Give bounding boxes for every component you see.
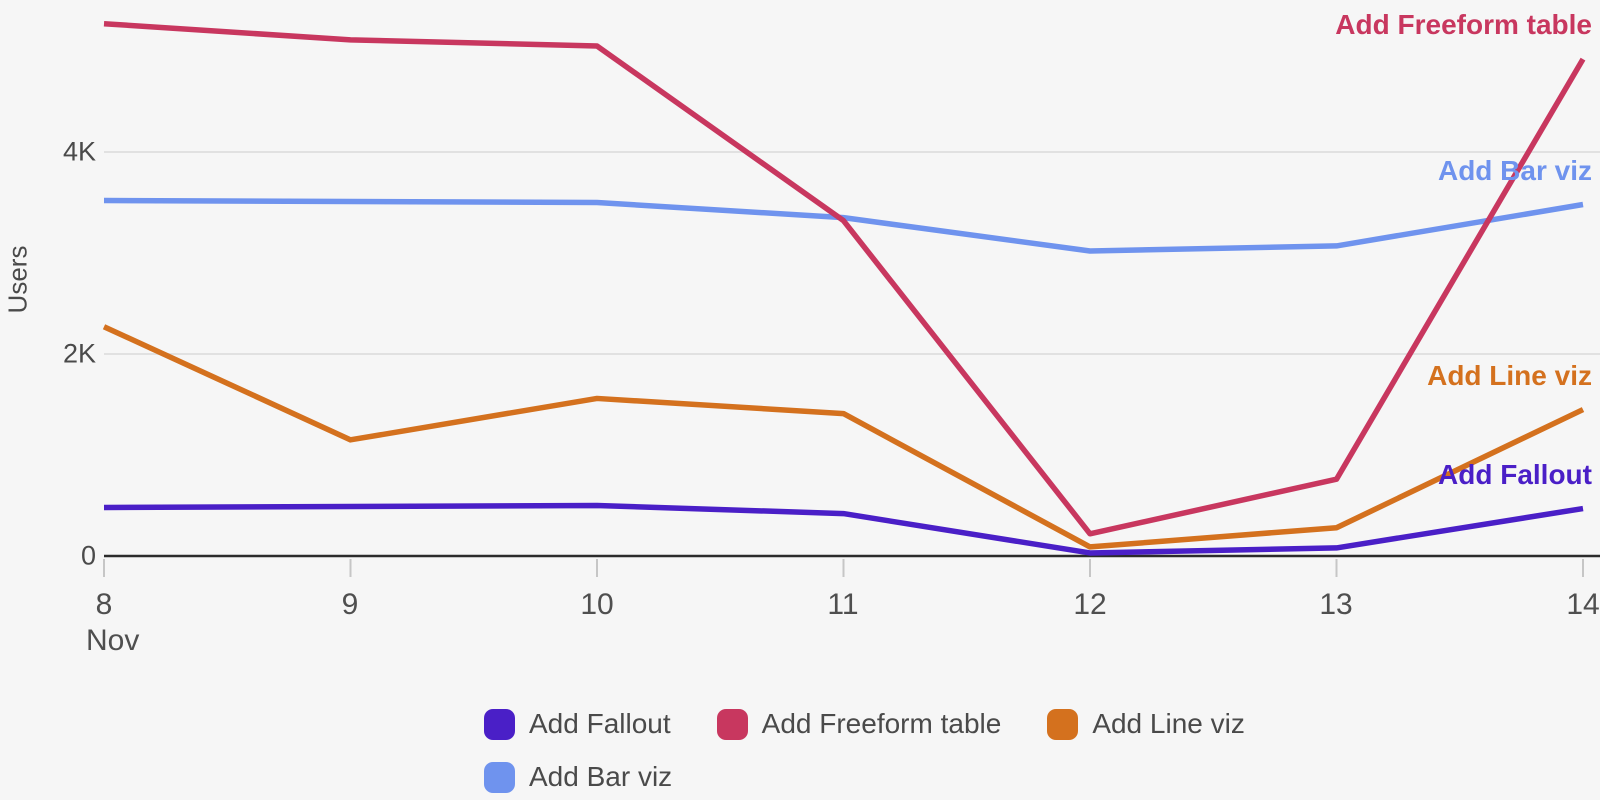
- series-line-add-bar-viz[interactable]: [103, 197, 1584, 254]
- series-end-label-add-fallout: Add Fallout: [1438, 458, 1592, 490]
- legend-label: Add Bar viz: [529, 761, 673, 792]
- legend-item-add-line-viz[interactable]: Add Line viz: [1047, 708, 1245, 740]
- series-end-label-add-line-viz: Add Line viz: [1427, 359, 1592, 391]
- legend-item-add-fallout[interactable]: Add Fallout: [484, 708, 671, 740]
- legend-label: Add Line viz: [1092, 708, 1245, 739]
- legend-swatch-add-freeform-table: [716, 708, 748, 740]
- x-axis-tick-label-11: 11: [827, 588, 859, 621]
- y-axis-title: Users: [2, 245, 33, 314]
- legend-swatch-add-bar-viz: [484, 761, 515, 793]
- legend-label: Add Fallout: [529, 708, 671, 739]
- y-axis-tick-label-4k: 4K: [62, 136, 96, 167]
- series-line-add-fallout[interactable]: [103, 502, 1584, 556]
- legend-item-add-freeform-table[interactable]: Add Freeform table: [716, 708, 1002, 740]
- x-axis-tick-label-14: 14: [1566, 588, 1600, 621]
- chart-legend: Add Fallout Add Freeform table Add Line …: [484, 708, 1245, 793]
- legend-item-add-bar-viz[interactable]: Add Bar viz: [484, 761, 672, 793]
- x-axis-tick-label-9: 9: [341, 588, 359, 621]
- legend-swatch-add-fallout: [484, 708, 515, 740]
- x-axis-month-label: Nov: [86, 624, 140, 657]
- x-axis-tick-label-12: 12: [1073, 588, 1107, 621]
- legend-row-1: Add Fallout Add Freeform table Add Line …: [484, 708, 1245, 740]
- legend-row-2: Add Bar viz: [484, 761, 1245, 793]
- y-axis-tick-label-0: 0: [80, 540, 96, 571]
- x-axis-tick-label-8: 8: [95, 588, 113, 621]
- legend-swatch-add-line-viz: [1047, 708, 1079, 740]
- series-line-add-line-viz[interactable]: [102, 324, 1585, 550]
- y-axis-tick-label-2k: 2K: [62, 338, 96, 369]
- legend-label: Add Freeform table: [761, 708, 1002, 739]
- series-line-add-freeform-table[interactable]: [103, 20, 1586, 537]
- series-end-label-add-bar-viz: Add Bar viz: [1437, 154, 1592, 186]
- series-end-label-add-freeform-table: Add Freeform table: [1335, 9, 1592, 41]
- x-axis-tick-label-10: 10: [580, 588, 614, 621]
- x-axis-tick-label-13: 13: [1319, 588, 1353, 621]
